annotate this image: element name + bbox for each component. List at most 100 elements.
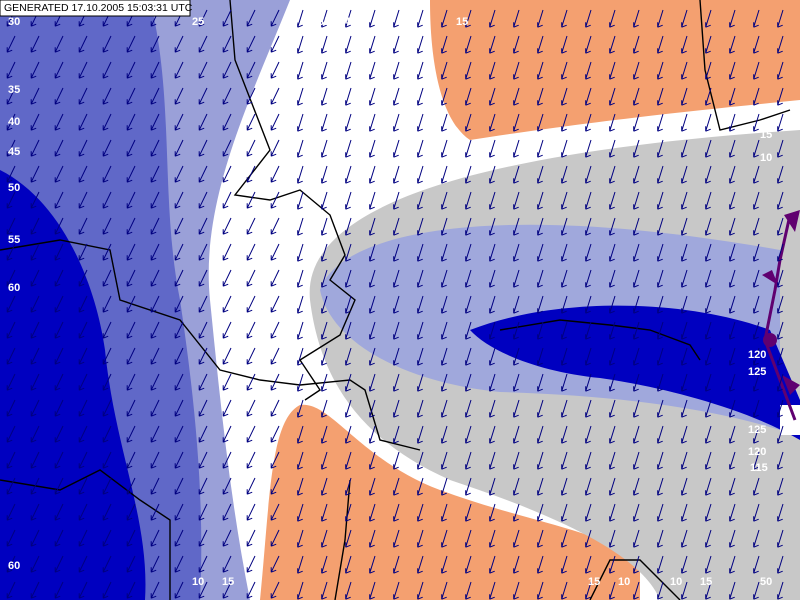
contour-label: 120: [748, 349, 766, 361]
wind-arrow: [633, 165, 640, 184]
wind-arrow: [729, 373, 736, 392]
wind-arrow: [729, 165, 736, 184]
wind-arrow: [585, 555, 592, 574]
wind-arrow: [246, 347, 256, 365]
wind-arrow: [393, 9, 400, 28]
wind-arrow: [681, 113, 688, 132]
wind-arrow: [489, 243, 496, 262]
wind-arrow: [78, 269, 88, 287]
wind-arrow: [465, 321, 472, 340]
contour-label: 15: [700, 576, 712, 588]
wind-arrow: [222, 425, 232, 443]
wind-arrow: [174, 581, 184, 599]
border: [0, 239, 421, 451]
wind-arrow: [198, 581, 208, 599]
wind-arrow: [609, 373, 616, 392]
wind-arrow: [126, 139, 136, 157]
wind-arrow: [369, 373, 376, 392]
wind-arrow: [729, 113, 736, 132]
wind-arrow: [246, 529, 256, 547]
wind-arrow: [78, 503, 88, 521]
wind-arrow: [657, 347, 664, 366]
wind-arrow: [6, 321, 16, 339]
wind-arrow: [609, 555, 616, 574]
wind-arrow: [729, 9, 736, 28]
wind-arrow: [609, 9, 616, 28]
wind-arrow: [345, 503, 352, 522]
wind-arrow: [369, 61, 376, 80]
wind-arrow: [441, 477, 448, 496]
wind-arrow: [198, 9, 208, 27]
wind-arrow: [198, 113, 208, 131]
front: [762, 210, 800, 421]
wind-arrow: [753, 399, 760, 418]
wind-arrow: [417, 295, 424, 314]
wind-arrow: [609, 217, 616, 236]
wind-arrow: [585, 451, 592, 470]
wind-arrow: [78, 243, 88, 261]
wind-arrow: [537, 373, 544, 392]
wind-arrow: [441, 581, 448, 600]
wind-arrow: [174, 373, 184, 391]
wind-arrow: [777, 425, 784, 444]
wind-arrow: [585, 347, 592, 366]
wind-arrow: [126, 347, 136, 365]
wind-arrow: [6, 399, 16, 417]
wind-arrow: [489, 87, 496, 106]
wind-arrow: [417, 191, 424, 210]
wind-arrow: [681, 425, 688, 444]
wind-arrow: [54, 425, 64, 443]
wind-arrow: [297, 529, 304, 548]
wind-arrow: [78, 425, 88, 443]
wind-arrow: [777, 581, 784, 600]
wind-arrow: [78, 347, 88, 365]
wind-arrow: [54, 269, 64, 287]
wind-arrow: [753, 191, 760, 210]
wind-arrow: [441, 451, 448, 470]
wind-arrow: [369, 451, 376, 470]
wind-arrow: [246, 555, 256, 573]
wind-arrow: [270, 347, 280, 365]
wind-arrow: [345, 399, 352, 418]
wind-arrow: [222, 477, 232, 495]
wind-arrow: [297, 243, 304, 262]
wind-arrow: [537, 555, 544, 574]
wind-arrow: [174, 191, 184, 209]
wind-arrow: [126, 321, 136, 339]
wind-arrow: [198, 295, 208, 313]
wind-arrow: [561, 581, 568, 600]
wind-arrow: [222, 399, 232, 417]
wind-arrow: [609, 529, 616, 548]
wind-arrow: [537, 9, 544, 28]
wind-arrow: [30, 555, 40, 573]
wind-arrow: [513, 503, 520, 522]
wind-arrow: [657, 61, 664, 80]
wind-arrow: [513, 269, 520, 288]
wind-arrow: [777, 477, 784, 496]
wind-arrow: [54, 35, 64, 53]
wind-arrow: [321, 477, 328, 496]
wind-arrow: [321, 217, 328, 236]
wind-arrow: [54, 217, 64, 235]
wind-arrow: [537, 165, 544, 184]
wind-arrow: [54, 165, 64, 183]
contour-label: 45: [8, 146, 20, 158]
wind-arrow: [609, 399, 616, 418]
wind-arrow: [753, 373, 760, 392]
wind-arrow: [102, 191, 112, 209]
wind-arrow: [222, 321, 232, 339]
wind-arrow: [321, 243, 328, 262]
wind-arrow: [369, 425, 376, 444]
wind-arrow: [657, 373, 664, 392]
wind-arrow: [369, 243, 376, 262]
wind-arrow: [393, 35, 400, 54]
wind-arrow: [246, 217, 256, 235]
wind-arrow: [174, 61, 184, 79]
wind-arrow: [102, 269, 112, 287]
wind-arrow: [30, 139, 40, 157]
contour-label: 15: [222, 576, 234, 588]
wind-arrow: [150, 243, 160, 261]
wind-arrow: [537, 61, 544, 80]
wind-arrow: [345, 425, 352, 444]
wind-arrow: [513, 87, 520, 106]
